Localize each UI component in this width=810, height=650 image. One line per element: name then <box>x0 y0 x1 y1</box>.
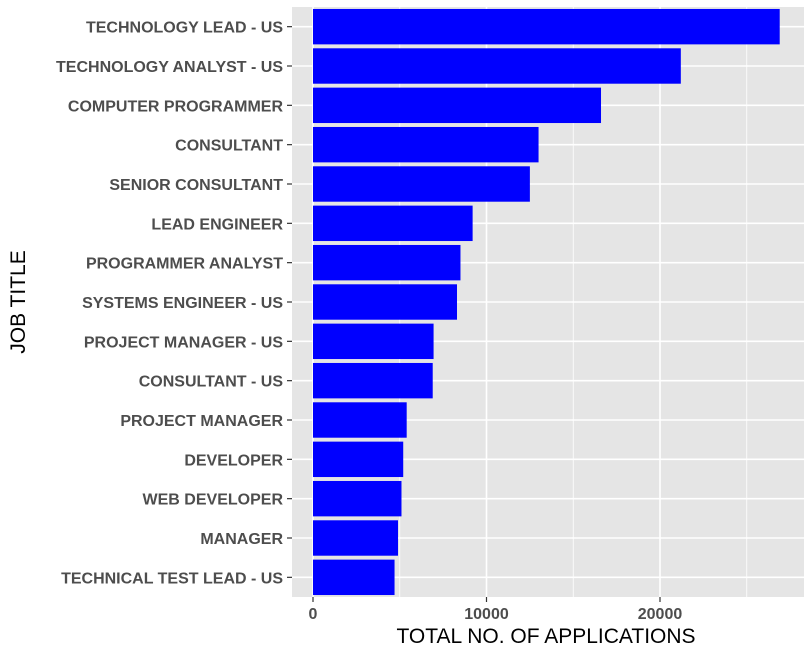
bar <box>313 284 458 320</box>
y-tick-label: WEB DEVELOPER <box>143 492 284 509</box>
bar <box>313 205 473 242</box>
bar <box>313 8 780 45</box>
bar <box>313 48 681 84</box>
y-tick-label: SYSTEMS ENGINEER - US <box>82 295 283 312</box>
x-axis-title: TOTAL NO. OF APPLICATIONS <box>396 625 695 648</box>
x-tick-label: 20000 <box>638 606 683 623</box>
bar <box>313 362 433 399</box>
x-tick-label: 10000 <box>464 606 509 623</box>
bar <box>313 126 539 163</box>
bar <box>313 520 399 556</box>
y-tick-label: SENIOR CONSULTANT <box>109 177 283 194</box>
bars <box>313 8 780 596</box>
x-axis-ticks: 0 10000 20000 <box>309 597 683 623</box>
y-tick-label: PROGRAMMER ANALYST <box>86 256 283 273</box>
y-tick-label: COMPUTER PROGRAMMER <box>68 98 284 115</box>
bar <box>313 87 602 124</box>
y-axis-ticks: TECHNOLOGY LEAD - US TECHNOLOGY ANALYST -… <box>56 20 292 587</box>
y-tick-label: TECHNOLOGY LEAD - US <box>86 20 283 37</box>
y-tick-label: CONSULTANT <box>175 138 283 155</box>
x-tick-label: 0 <box>309 606 318 623</box>
bar <box>313 244 461 281</box>
y-tick-label: PROJECT MANAGER - US <box>84 334 283 351</box>
y-tick-label: MANAGER <box>200 531 283 548</box>
y-tick-label: PROJECT MANAGER <box>120 413 283 430</box>
bar <box>313 323 434 360</box>
bar <box>313 559 395 596</box>
y-tick-label: TECHNICAL TEST LEAD - US <box>61 570 283 587</box>
bar <box>313 402 407 438</box>
y-tick-label: DEVELOPER <box>184 452 283 469</box>
y-axis-title: JOB TITLE <box>7 250 30 353</box>
bar <box>313 480 402 517</box>
bar <box>313 441 404 478</box>
bar <box>313 166 530 202</box>
y-tick-label: LEAD ENGINEER <box>151 216 283 233</box>
y-tick-label: CONSULTANT - US <box>139 374 284 391</box>
y-tick-label: TECHNOLOGY ANALYST - US <box>56 59 283 76</box>
